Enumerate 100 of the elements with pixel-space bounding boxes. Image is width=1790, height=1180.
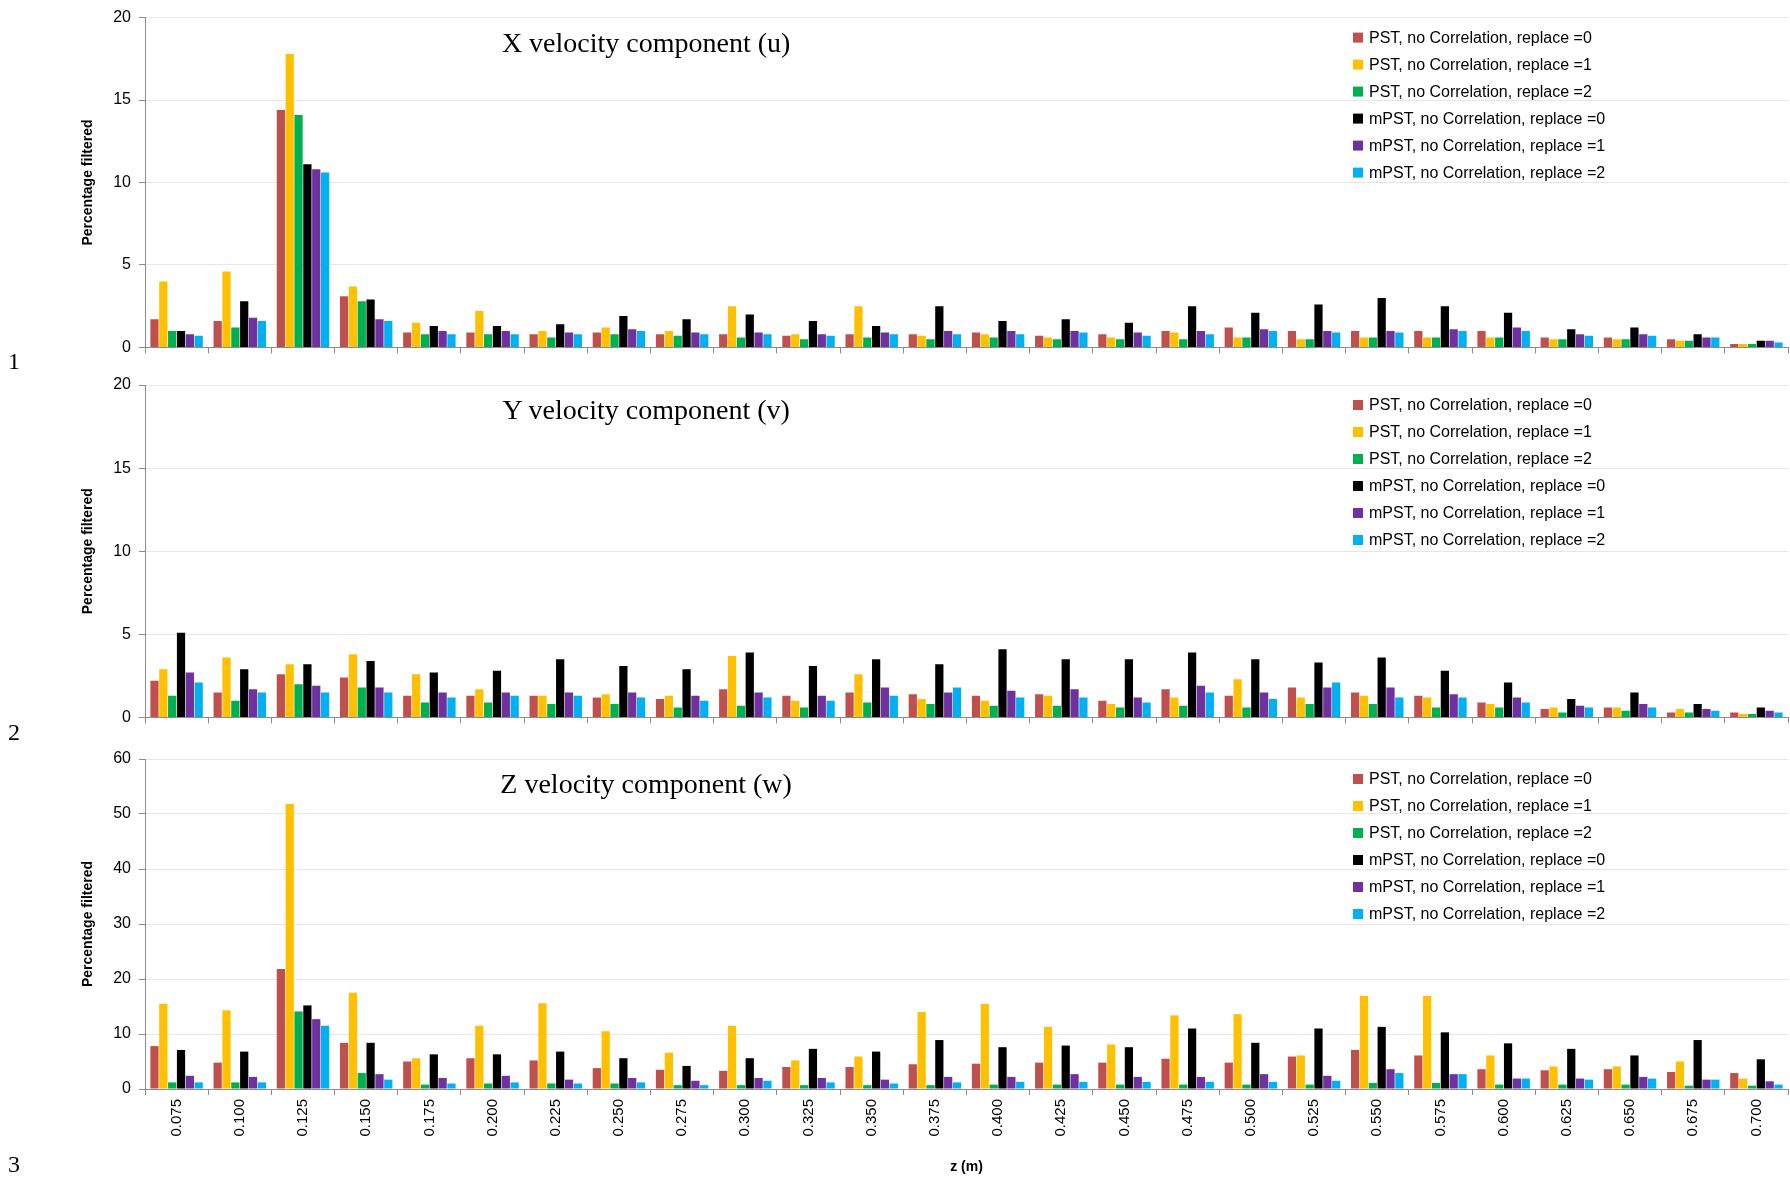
bar	[880, 687, 890, 717]
text: 1	[8, 347, 20, 375]
bar	[411, 322, 421, 347]
bar	[799, 1085, 809, 1089]
bar	[1043, 695, 1053, 717]
bar	[673, 707, 682, 717]
bar	[1666, 339, 1676, 347]
bar	[691, 1080, 700, 1089]
bar	[1486, 704, 1495, 717]
bar	[564, 692, 574, 717]
bar	[375, 319, 384, 347]
bar	[429, 325, 438, 347]
bar	[782, 1067, 791, 1089]
bar	[357, 301, 366, 347]
bar	[1747, 1085, 1757, 1089]
bar	[475, 1025, 484, 1089]
legend-label: PST, no Correlation, replace =0	[1369, 770, 1592, 788]
bar	[782, 695, 791, 717]
bar	[339, 296, 349, 347]
bar	[727, 306, 737, 347]
bar	[1774, 712, 1783, 717]
bar	[592, 697, 601, 717]
bar	[1224, 1062, 1233, 1089]
bar	[510, 334, 519, 347]
bar	[1351, 692, 1360, 717]
bar	[1648, 335, 1657, 347]
text: 3	[8, 1150, 20, 1178]
legend-label: mPST, no Correlation, replace =1	[1369, 878, 1606, 896]
bar	[980, 700, 989, 717]
bar	[935, 306, 944, 347]
y-tick-label: 30	[113, 914, 132, 932]
x-tick-label: 0.425	[1051, 1099, 1069, 1137]
bar	[194, 1082, 203, 1089]
bar	[1107, 337, 1116, 347]
bar	[438, 692, 447, 717]
bar	[1205, 334, 1214, 347]
bar	[1575, 334, 1585, 347]
bar	[1296, 339, 1305, 347]
bar	[1684, 712, 1693, 717]
bar	[564, 332, 574, 347]
bar	[854, 1056, 863, 1089]
bar	[1558, 1084, 1567, 1089]
bar	[1079, 332, 1088, 347]
bar	[1774, 1084, 1783, 1089]
bar	[276, 674, 285, 717]
bar	[529, 334, 538, 347]
bar	[1368, 1082, 1377, 1089]
bar	[1351, 1049, 1360, 1089]
bar	[1170, 1015, 1179, 1089]
y-tick-label: 5	[122, 255, 132, 273]
bar	[484, 334, 493, 347]
y-tick-label: 10	[113, 1024, 132, 1042]
bar	[529, 695, 538, 717]
bar	[1314, 304, 1323, 347]
bar	[1477, 330, 1486, 347]
bar	[1007, 1076, 1016, 1089]
bar	[466, 332, 475, 347]
bar	[1187, 306, 1197, 347]
bar	[1268, 330, 1278, 347]
bar	[1323, 330, 1332, 347]
bar	[1503, 312, 1513, 347]
bar	[908, 334, 917, 347]
bar	[285, 804, 294, 1089]
bar	[1242, 337, 1251, 347]
bar	[447, 1083, 456, 1089]
bar	[1431, 707, 1441, 717]
bar	[1070, 1074, 1079, 1089]
legend-label: PST, no Correlation, replace =1	[1369, 423, 1592, 441]
bar	[845, 1067, 854, 1089]
bar	[1603, 1069, 1613, 1089]
bar	[447, 334, 456, 347]
bar	[1584, 335, 1594, 347]
x-tick-label: 0.100	[229, 1099, 247, 1137]
bar	[285, 664, 294, 717]
bar	[863, 1085, 872, 1089]
bar	[1630, 692, 1639, 717]
bar	[240, 301, 249, 347]
bar	[628, 692, 637, 717]
bar	[547, 1083, 556, 1089]
bar	[1016, 697, 1025, 717]
bar	[1052, 1084, 1061, 1089]
bar	[854, 306, 863, 347]
bar	[1693, 704, 1702, 717]
bar	[863, 337, 872, 347]
bar	[1224, 327, 1233, 347]
bar	[791, 700, 800, 717]
bar	[1170, 332, 1179, 347]
bar	[1495, 707, 1504, 717]
bar	[475, 311, 484, 347]
bar	[664, 1052, 673, 1089]
bar	[231, 700, 240, 717]
bar	[320, 692, 330, 717]
bar	[348, 654, 358, 717]
bar	[420, 334, 430, 347]
bar	[1702, 1079, 1711, 1089]
bar	[917, 335, 926, 347]
bar	[366, 660, 375, 717]
bar	[1567, 699, 1576, 717]
bar	[1567, 329, 1576, 347]
bar	[1440, 1032, 1449, 1089]
